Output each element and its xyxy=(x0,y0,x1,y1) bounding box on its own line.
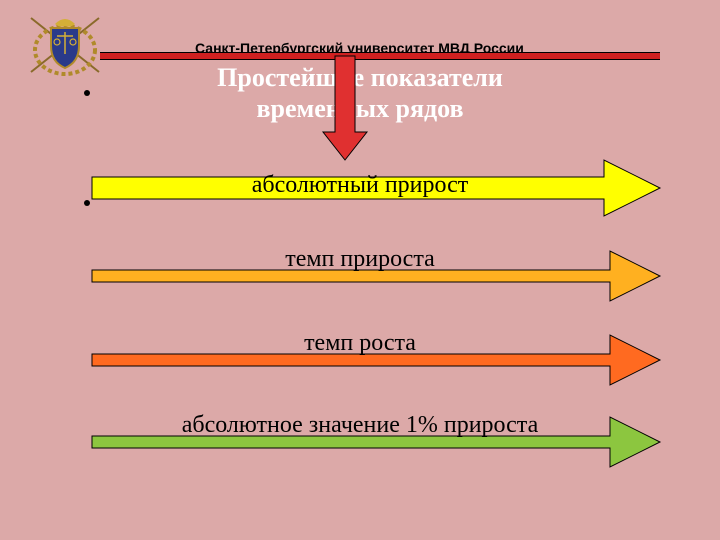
slide: Санкт-Петербургский университет МВД Росс… xyxy=(0,0,720,540)
arrow-label-0: абсолютный прирост xyxy=(0,172,720,199)
bullet-dot xyxy=(84,90,90,96)
bullet-dot xyxy=(84,200,90,206)
arrow-label-1: темп прироста xyxy=(0,246,720,273)
arrow-label-3: абсолютное значение 1% прироста xyxy=(0,412,720,439)
arrow-label-2: темп роста xyxy=(0,330,720,357)
